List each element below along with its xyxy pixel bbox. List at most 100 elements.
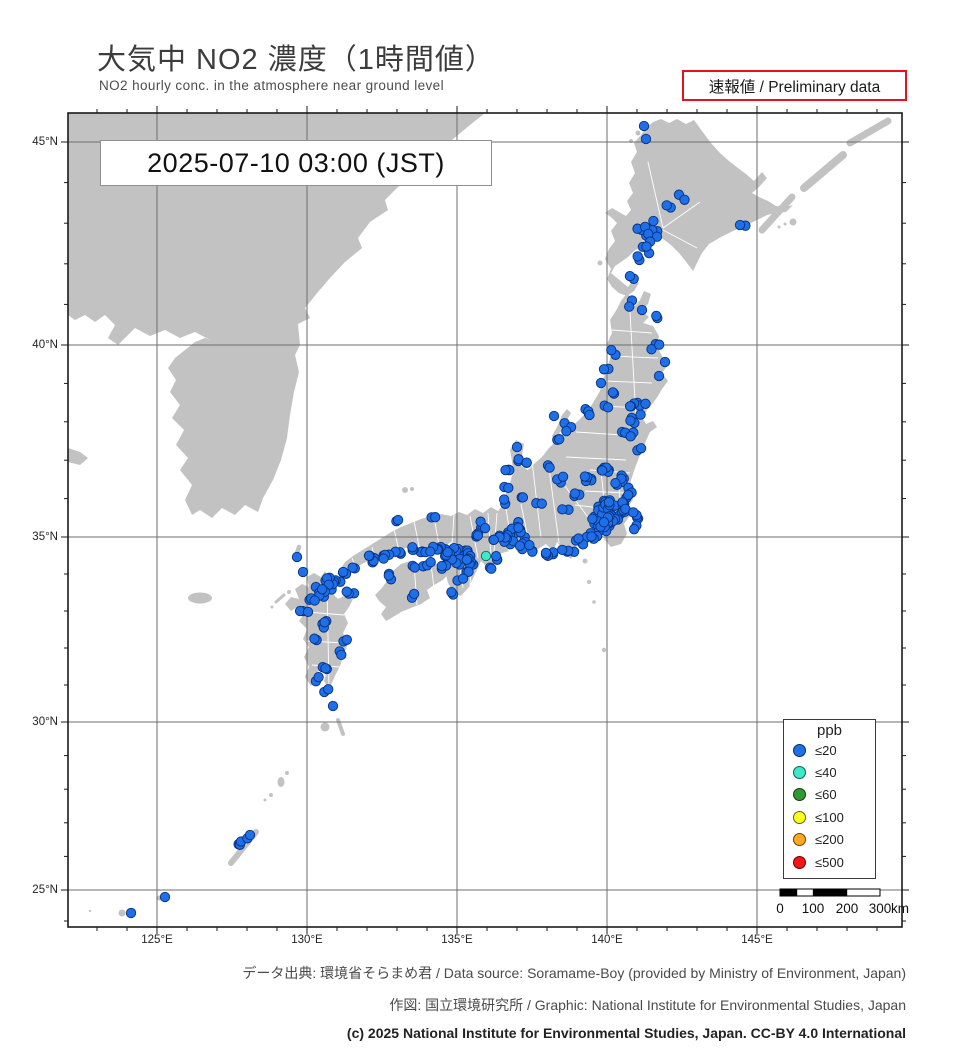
lat-axis-label: 35°N xyxy=(32,531,58,543)
station-dots xyxy=(125,120,751,919)
island-amami1 xyxy=(285,771,289,775)
station-dot xyxy=(521,457,532,468)
graticule-gridlines xyxy=(68,113,902,927)
legend-row: ≤40 xyxy=(784,761,875,783)
island-goto xyxy=(270,605,274,609)
station-dot xyxy=(159,891,171,903)
station-dot xyxy=(442,547,453,558)
station-dot xyxy=(244,829,256,841)
station-dot xyxy=(661,200,672,211)
station-dot xyxy=(734,219,746,231)
station-dot xyxy=(625,431,636,442)
station-dot xyxy=(338,566,349,578)
island-habomai1 xyxy=(777,225,781,229)
station-dot xyxy=(624,301,635,312)
station-dot xyxy=(472,530,484,541)
station-dot xyxy=(548,410,560,422)
station-dot xyxy=(302,606,314,618)
island-hokkaido xyxy=(605,119,793,296)
station-dot xyxy=(490,550,502,562)
scale-label-0: 0 xyxy=(776,901,784,916)
station-dot xyxy=(341,634,352,645)
lon-axis-label: 135°E xyxy=(441,934,473,946)
station-dot xyxy=(603,497,615,508)
station-dot xyxy=(636,304,648,316)
island-oki xyxy=(402,487,408,493)
island-okushiri xyxy=(597,260,603,266)
island-iturup xyxy=(800,151,847,192)
island-yonaguni xyxy=(88,909,92,913)
legend-label: ≤100 xyxy=(815,809,844,825)
station-dot xyxy=(409,562,420,573)
island-oki2 xyxy=(410,487,414,491)
station-dot xyxy=(319,617,330,628)
station-dot xyxy=(540,547,552,559)
island-miyake xyxy=(587,580,591,584)
station-dot xyxy=(638,120,650,132)
station-dot xyxy=(488,534,499,546)
legend-swatch-red-icon xyxy=(793,855,806,869)
station-dot xyxy=(624,401,636,412)
page-subtitle: NO2 hourly conc. in the atmosphere near … xyxy=(99,78,444,93)
lat-axis-label: 45°N xyxy=(32,136,58,148)
station-dot xyxy=(651,310,662,322)
island-amami4 xyxy=(263,798,267,802)
station-dot xyxy=(436,560,447,572)
scale-seg-4 xyxy=(846,888,881,897)
legend-label: ≤60 xyxy=(815,787,837,803)
island-izu-oshima xyxy=(582,558,588,564)
scale-seg-2 xyxy=(796,888,814,897)
station-dot xyxy=(378,553,389,564)
station-dot xyxy=(648,215,659,227)
station-dot xyxy=(479,522,491,534)
station-dot xyxy=(486,563,497,574)
lon-axis-label: 140°E xyxy=(591,934,623,946)
scale-seg-3 xyxy=(812,888,848,897)
page-title: 大気中 NO2 濃度（1時間値） xyxy=(97,44,495,76)
island-kunashiri xyxy=(758,193,796,234)
timestamp-box: 2025-07-10 03:00 (JST) xyxy=(100,140,492,186)
station-dot xyxy=(463,566,474,577)
station-dot xyxy=(586,531,597,542)
island-hachijo xyxy=(601,647,607,653)
island-rishiri xyxy=(635,130,641,136)
station-dot xyxy=(125,907,137,919)
preliminary-data-badge: 速報値 / Preliminary data xyxy=(682,70,907,101)
station-dot xyxy=(635,443,647,454)
island-habomai2 xyxy=(783,222,787,226)
island-mikura xyxy=(592,600,596,604)
island-amami3 xyxy=(269,793,273,797)
station-dot xyxy=(347,562,358,573)
station-dot xyxy=(679,194,690,205)
legend-label: ≤40 xyxy=(815,765,837,781)
station-dot xyxy=(606,344,617,356)
island-honshu xyxy=(337,291,668,596)
station-dot xyxy=(317,584,328,595)
footer-graphic-credit: 作図: 国立環境研究所 / Graphic: National Institut… xyxy=(389,997,906,1013)
lon-axis-label: 125°E xyxy=(141,934,173,946)
legend-box: ppb ≤20 ≤40 ≤60 ≤100 ≤200 ≤500 xyxy=(783,719,876,879)
station-dot xyxy=(341,586,352,597)
station-dot xyxy=(573,533,584,544)
island-hirado xyxy=(287,590,291,594)
station-dot xyxy=(323,684,334,695)
station-dot xyxy=(514,540,526,551)
station-dot xyxy=(595,377,607,389)
station-dot xyxy=(498,494,510,505)
station-dot xyxy=(635,409,646,420)
station-dot xyxy=(408,588,420,600)
station-dot xyxy=(557,544,568,556)
scale-unit-km: km xyxy=(891,901,909,916)
station-dot xyxy=(457,573,469,584)
station-dot xyxy=(425,556,436,568)
station-dot xyxy=(561,425,572,437)
island-shikotan xyxy=(789,218,797,226)
legend-title: ppb xyxy=(816,722,843,739)
scale-label-300: 300 xyxy=(868,901,892,916)
station-dot xyxy=(383,570,394,581)
axis-ticks xyxy=(61,106,909,934)
continent-shandong xyxy=(68,448,88,465)
island-kyushu xyxy=(285,571,353,689)
scale-label-100: 100 xyxy=(801,901,825,916)
map-frame xyxy=(67,112,903,928)
